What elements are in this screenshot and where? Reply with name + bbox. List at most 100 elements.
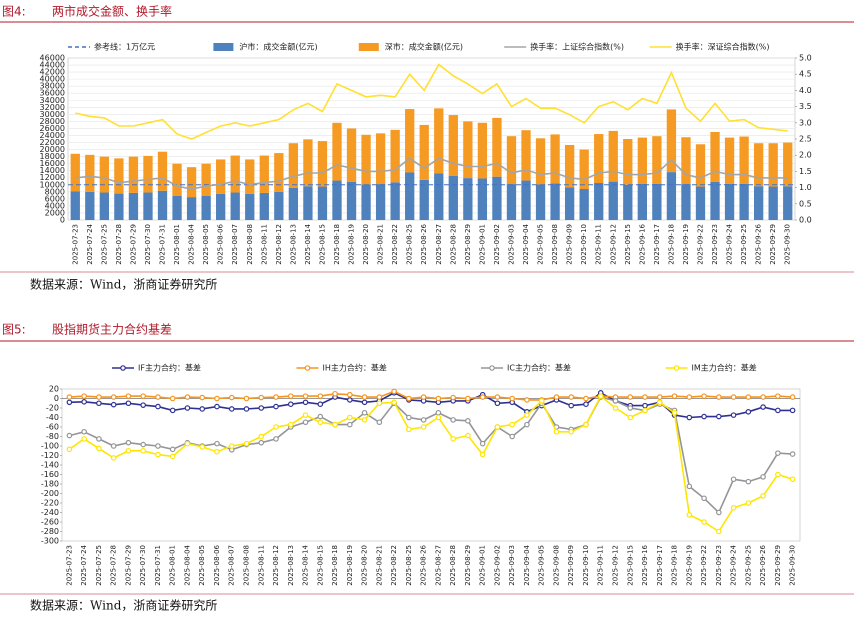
x-tick-label: 2025-09-15 [624,224,632,265]
bar [172,163,182,196]
x-tick-label: 2025-08-25 [405,545,413,586]
point [317,393,324,399]
x-tick-label: 2025-08-19 [346,545,354,586]
point [391,399,397,406]
point [214,448,220,455]
point [583,395,589,402]
x-tick-label: 2025-08-26 [420,544,428,585]
point [125,447,132,454]
point [361,394,368,400]
point [376,419,383,426]
bar [128,156,139,193]
point [81,393,87,399]
bar [463,121,473,179]
point [169,407,176,414]
y-tick-label: 36000 [40,89,65,98]
bar [201,163,211,196]
point [686,394,693,400]
point [671,393,678,399]
x-tick-label: 2025-07-29 [124,545,132,586]
point [435,395,442,402]
x-tick-label: 2025-07-23 [71,224,79,265]
point [125,393,132,399]
legend-label: IH主力合约：基差 [323,363,387,373]
point [228,443,235,449]
point [642,407,648,414]
point [302,412,309,418]
y-tick-label: 6000 [45,194,65,203]
point [745,500,752,506]
x-tick-label: 2025-09-09 [567,545,575,586]
legend-label: 换手率：深证综合指数(%) [676,42,770,52]
point [775,450,781,456]
bar [157,151,168,191]
y-tick-label: 22000 [40,138,65,147]
bar [303,139,313,187]
y2-tick-label: 5.0 [799,54,812,63]
bar [579,189,589,220]
bar [623,184,633,220]
point [155,443,161,449]
bar [143,192,153,220]
bar [695,144,706,187]
x-tick-label: 2025-09-10 [580,224,588,265]
point [656,394,663,400]
bar [157,190,168,220]
point [243,406,250,412]
bar [317,186,328,220]
point [730,394,737,400]
point [155,403,161,410]
bar [608,130,618,182]
point [96,445,102,452]
x-tick-label: 2025-09-12 [612,545,620,586]
point [479,440,486,447]
point [199,394,206,401]
y-tick-label: -100 [41,442,59,451]
point [671,409,678,416]
point [140,447,146,454]
point [642,402,648,409]
bar [375,133,386,185]
bar [492,117,502,177]
x-tick-label: 2025-07-30 [139,545,147,586]
x-tick-label: 2025-08-29 [464,545,472,586]
point [66,446,73,453]
bar [70,153,80,192]
point [479,394,486,400]
point [701,393,707,399]
y-tick-label: 20 [49,385,59,394]
point [627,394,634,400]
point [701,495,707,502]
bar [492,176,502,220]
point [686,414,693,421]
bar [274,191,284,220]
point [789,476,796,483]
bar [70,191,80,220]
y2-tick-label: 2.0 [799,151,812,160]
bar [753,186,764,220]
point [169,453,176,460]
source: 数据来源：Wind，浙商证券研究所 [30,598,217,613]
bar [783,186,793,220]
point [760,474,766,480]
y-tick-label: -200 [41,489,59,498]
point [258,405,265,411]
point [376,400,383,407]
bar [230,192,240,220]
point [627,414,634,421]
y-tick-label: 0 [54,394,59,403]
bar [390,129,400,183]
point [302,393,309,399]
point [701,413,707,420]
point [494,400,501,407]
bar [521,180,531,220]
point [420,417,427,423]
x-tick-label: 2025-07-24 [80,544,88,585]
bar [245,159,255,194]
point [332,390,338,397]
x-tick-label: 2025-08-13 [289,224,297,265]
bar [317,141,328,187]
point [716,394,722,400]
point [110,401,117,408]
point [465,432,471,439]
